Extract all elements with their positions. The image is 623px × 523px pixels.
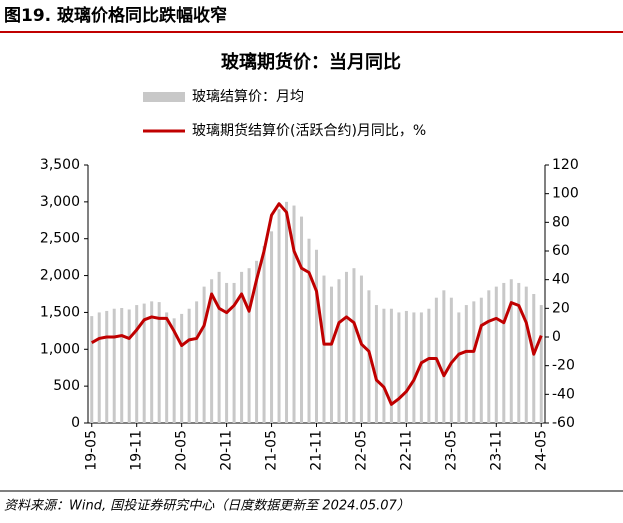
y2-tick-label: -40 [552, 386, 575, 402]
source: 资料来源：Wind, 国投证券研究中心（日度数据更新至 2024.05.07） [4, 498, 410, 514]
bar [502, 282, 506, 423]
legend-label: 玻璃期货结算价(活跃合约)月同比，% [192, 122, 426, 139]
bar [427, 308, 431, 423]
legend-swatch [143, 92, 185, 102]
bar [120, 308, 124, 423]
x-tick-label: 24-05 [533, 430, 549, 471]
bar [90, 316, 94, 423]
bar [359, 275, 363, 423]
bar [374, 305, 378, 423]
bar [307, 238, 311, 423]
bar [322, 275, 326, 423]
line [91, 202, 543, 406]
bar [202, 286, 206, 423]
y2-tick-label: 120 [552, 157, 579, 173]
bar [150, 301, 154, 423]
bar [472, 301, 476, 423]
x-tick-label: 19-11 [129, 430, 145, 471]
y-tick-label: 3,000 [40, 194, 80, 210]
y-tick-label: 1,000 [40, 341, 80, 357]
bar [389, 308, 393, 423]
bar [232, 282, 236, 423]
bar [135, 305, 139, 423]
y-tick-label: 500 [53, 378, 80, 394]
figure-title: 图19. 玻璃价格同比跌幅收窄 [4, 5, 227, 26]
bar [479, 297, 483, 423]
bar [315, 249, 318, 423]
y2-tick-label: 80 [552, 214, 570, 230]
chart-title: 玻璃期货价：当月同比 [221, 51, 401, 73]
x-tick-label: 21-05 [264, 430, 280, 471]
bar [487, 290, 491, 423]
bar [509, 279, 513, 423]
x-tick-label: 23-11 [488, 430, 504, 471]
x-tick-label: 19-05 [84, 430, 100, 471]
bar [457, 312, 461, 423]
bar [494, 286, 498, 423]
bar [210, 279, 214, 423]
y2-tick-label: 60 [552, 243, 570, 259]
y-tick-label: 3,500 [40, 157, 80, 173]
y-tick-label: 0 [71, 415, 80, 431]
bar [412, 312, 416, 423]
x-tick-label: 22-05 [353, 430, 369, 471]
y-tick-label: 2,000 [40, 268, 80, 284]
bar [225, 282, 229, 423]
bar [329, 286, 333, 423]
bar [397, 312, 401, 423]
x-tick-label: 20-11 [219, 430, 235, 471]
bar [240, 271, 244, 423]
bar [247, 268, 251, 423]
bar [255, 260, 259, 423]
bar [165, 312, 169, 423]
bar [262, 246, 266, 423]
bar [449, 297, 453, 423]
x-tick-label: 20-05 [174, 430, 190, 471]
bar [517, 282, 521, 423]
y-tick-label: 1,500 [40, 304, 80, 320]
y2-tick-label: -60 [552, 415, 575, 431]
bar [337, 279, 341, 423]
y2-tick-label: 0 [552, 329, 561, 345]
bar [270, 231, 274, 423]
bar [217, 271, 221, 423]
bar [195, 301, 199, 423]
bar [105, 310, 109, 423]
legend-label: 玻璃结算价：月均 [192, 88, 304, 105]
bar [344, 271, 348, 423]
bar [277, 209, 281, 423]
y2-tick-label: 20 [552, 300, 570, 316]
bar [464, 305, 468, 423]
x-tick-label: 21-11 [309, 430, 325, 471]
bar [442, 290, 446, 423]
bar [352, 268, 356, 423]
bar [142, 303, 146, 423]
bar [524, 286, 528, 423]
bar [157, 302, 161, 423]
bar [285, 201, 289, 423]
y-tick-label: 2,500 [40, 231, 80, 247]
bar [187, 308, 191, 423]
y2-tick-label: 100 [552, 186, 579, 202]
x-tick-label: 22-11 [398, 430, 414, 471]
bar [292, 205, 296, 423]
bar [300, 216, 304, 423]
bar [532, 294, 536, 423]
bar [97, 312, 101, 423]
bar [539, 305, 543, 423]
bar [180, 313, 184, 423]
y2-tick-label: -20 [552, 358, 575, 374]
y2-tick-label: 40 [552, 272, 570, 288]
bar [172, 318, 176, 423]
x-tick-label: 23-05 [443, 430, 459, 471]
bar [404, 310, 408, 423]
bar [382, 308, 386, 423]
bar [419, 312, 423, 423]
bar [112, 308, 116, 423]
bar [127, 309, 131, 423]
